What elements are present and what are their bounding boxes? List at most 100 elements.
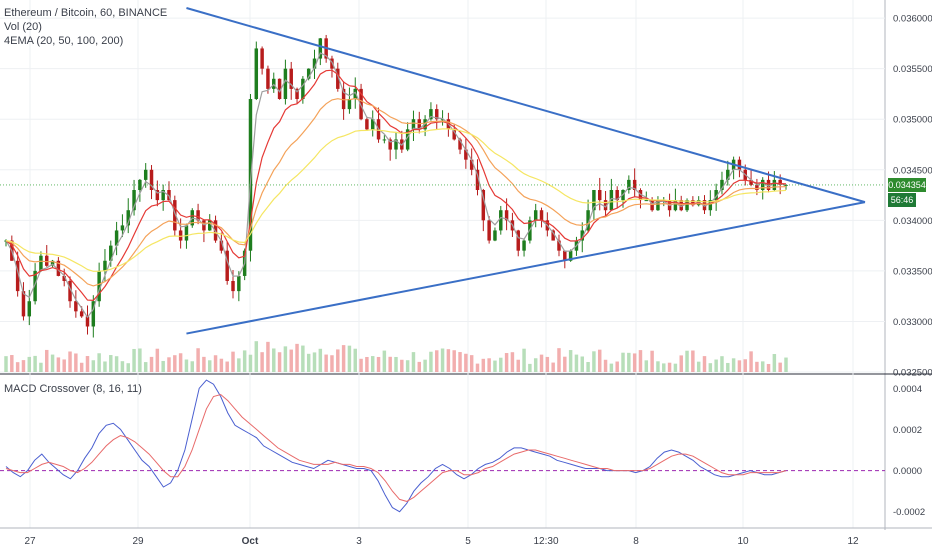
candle-body: [155, 190, 160, 201]
volume-bar: [167, 357, 171, 372]
volume-bar: [504, 353, 509, 372]
volume-bar: [301, 345, 305, 372]
volume-bar: [254, 341, 259, 372]
candle-body: [341, 88, 346, 110]
x-tick-label: Oct: [242, 536, 259, 547]
volume-bar: [603, 359, 608, 372]
volume-bar: [662, 363, 666, 372]
volume-bar: [400, 359, 404, 372]
ema-100-line: [5, 97, 787, 287]
volume-bar: [330, 355, 334, 372]
x-tick-label: 12: [847, 536, 859, 547]
volume-bar: [469, 355, 474, 372]
volume-bar: [417, 361, 422, 372]
candle-body: [440, 119, 445, 121]
candle-body: [318, 38, 323, 59]
price-tick-label: 0.034000: [893, 216, 932, 227]
candle-body: [638, 190, 643, 201]
candle-body: [516, 230, 520, 251]
volume-bar: [702, 356, 707, 372]
volume-bar: [481, 358, 486, 372]
volume-bar: [667, 362, 672, 372]
volume-bar: [4, 356, 8, 372]
candle-body: [679, 200, 683, 211]
volume-legend: Vol (20): [4, 21, 42, 33]
volume-bar: [772, 354, 777, 372]
volume-bar: [248, 354, 253, 372]
candle-body: [539, 210, 544, 221]
volume-bar: [219, 358, 224, 372]
volume-bar: [749, 351, 753, 372]
candle-body: [726, 169, 730, 180]
candle-body: [149, 169, 154, 190]
volume-bar: [673, 363, 678, 372]
candle-body: [353, 88, 357, 99]
volume-bar: [21, 360, 26, 372]
price-tick-label: 0.033000: [893, 317, 932, 328]
candle-body: [586, 210, 590, 231]
volume-bar: [289, 349, 293, 372]
candle-body: [435, 109, 439, 120]
volume-bar: [143, 362, 148, 372]
volume-bar: [184, 359, 189, 372]
volume-bar: [138, 348, 142, 372]
volume-bar: [120, 361, 125, 372]
volume-bar: [97, 353, 101, 372]
volume-bar: [109, 355, 113, 372]
candle-body: [650, 200, 654, 211]
volume-bar: [260, 352, 264, 372]
volume-bar: [15, 362, 20, 372]
volume-bar: [411, 352, 416, 372]
volume-bar: [85, 356, 90, 372]
candle-body: [644, 200, 649, 202]
candle-body: [702, 200, 707, 211]
volume-bar: [784, 357, 788, 372]
volume-bar: [685, 350, 689, 372]
candle-body: [603, 200, 608, 211]
macd-tick-label: -0.0002: [893, 507, 925, 518]
candle-body: [691, 200, 695, 206]
volume-bar: [487, 358, 491, 372]
volume-bar: [68, 351, 72, 372]
signal-line: [5, 393, 787, 502]
candle-body: [109, 245, 113, 261]
volume-bar: [726, 362, 730, 372]
candle-body: [714, 190, 718, 201]
volume-bar: [632, 353, 637, 372]
candle-body: [91, 301, 96, 327]
volume-bar: [615, 361, 619, 372]
candle-body: [132, 190, 136, 211]
volume-bar: [149, 356, 154, 372]
volume-bar: [405, 360, 410, 372]
volume-bar: [435, 350, 439, 372]
volume-bar: [644, 360, 649, 372]
candle-body: [737, 159, 742, 170]
macd-tick-label: 0.0000: [893, 466, 922, 477]
price-tick-label: 0.034500: [893, 165, 932, 176]
volume-bar: [33, 355, 37, 372]
volume-bar: [423, 359, 427, 372]
volume-bar: [266, 341, 270, 372]
candle-body: [295, 88, 299, 99]
volume-bar: [62, 359, 66, 372]
volume-bar: [295, 343, 299, 372]
volume-bar: [376, 356, 381, 372]
last-price-badge: 0.034354: [888, 178, 926, 192]
candle-body: [173, 200, 177, 231]
volume-bar: [359, 358, 363, 372]
candle-body: [45, 255, 49, 266]
volume-bar: [382, 350, 387, 372]
volume-bar: [126, 363, 130, 372]
volume-bar: [528, 363, 532, 372]
price-axis: 0.036000 0.035500 0.035000 0.034500 0.034000…: [893, 14, 932, 379]
candle-body: [103, 260, 107, 271]
candle-body: [533, 210, 538, 221]
candle-body: [306, 68, 311, 79]
candle-body: [143, 169, 148, 180]
candle-body: [21, 291, 26, 317]
price-tick-label: 0.035500: [893, 64, 932, 75]
volume-bar: [760, 361, 765, 372]
x-tick-label: 8: [633, 536, 639, 547]
ema-50-line: [5, 69, 787, 302]
time-axis: 27 29 Oct 3 5 12:30 8 10 12: [0, 527, 932, 547]
